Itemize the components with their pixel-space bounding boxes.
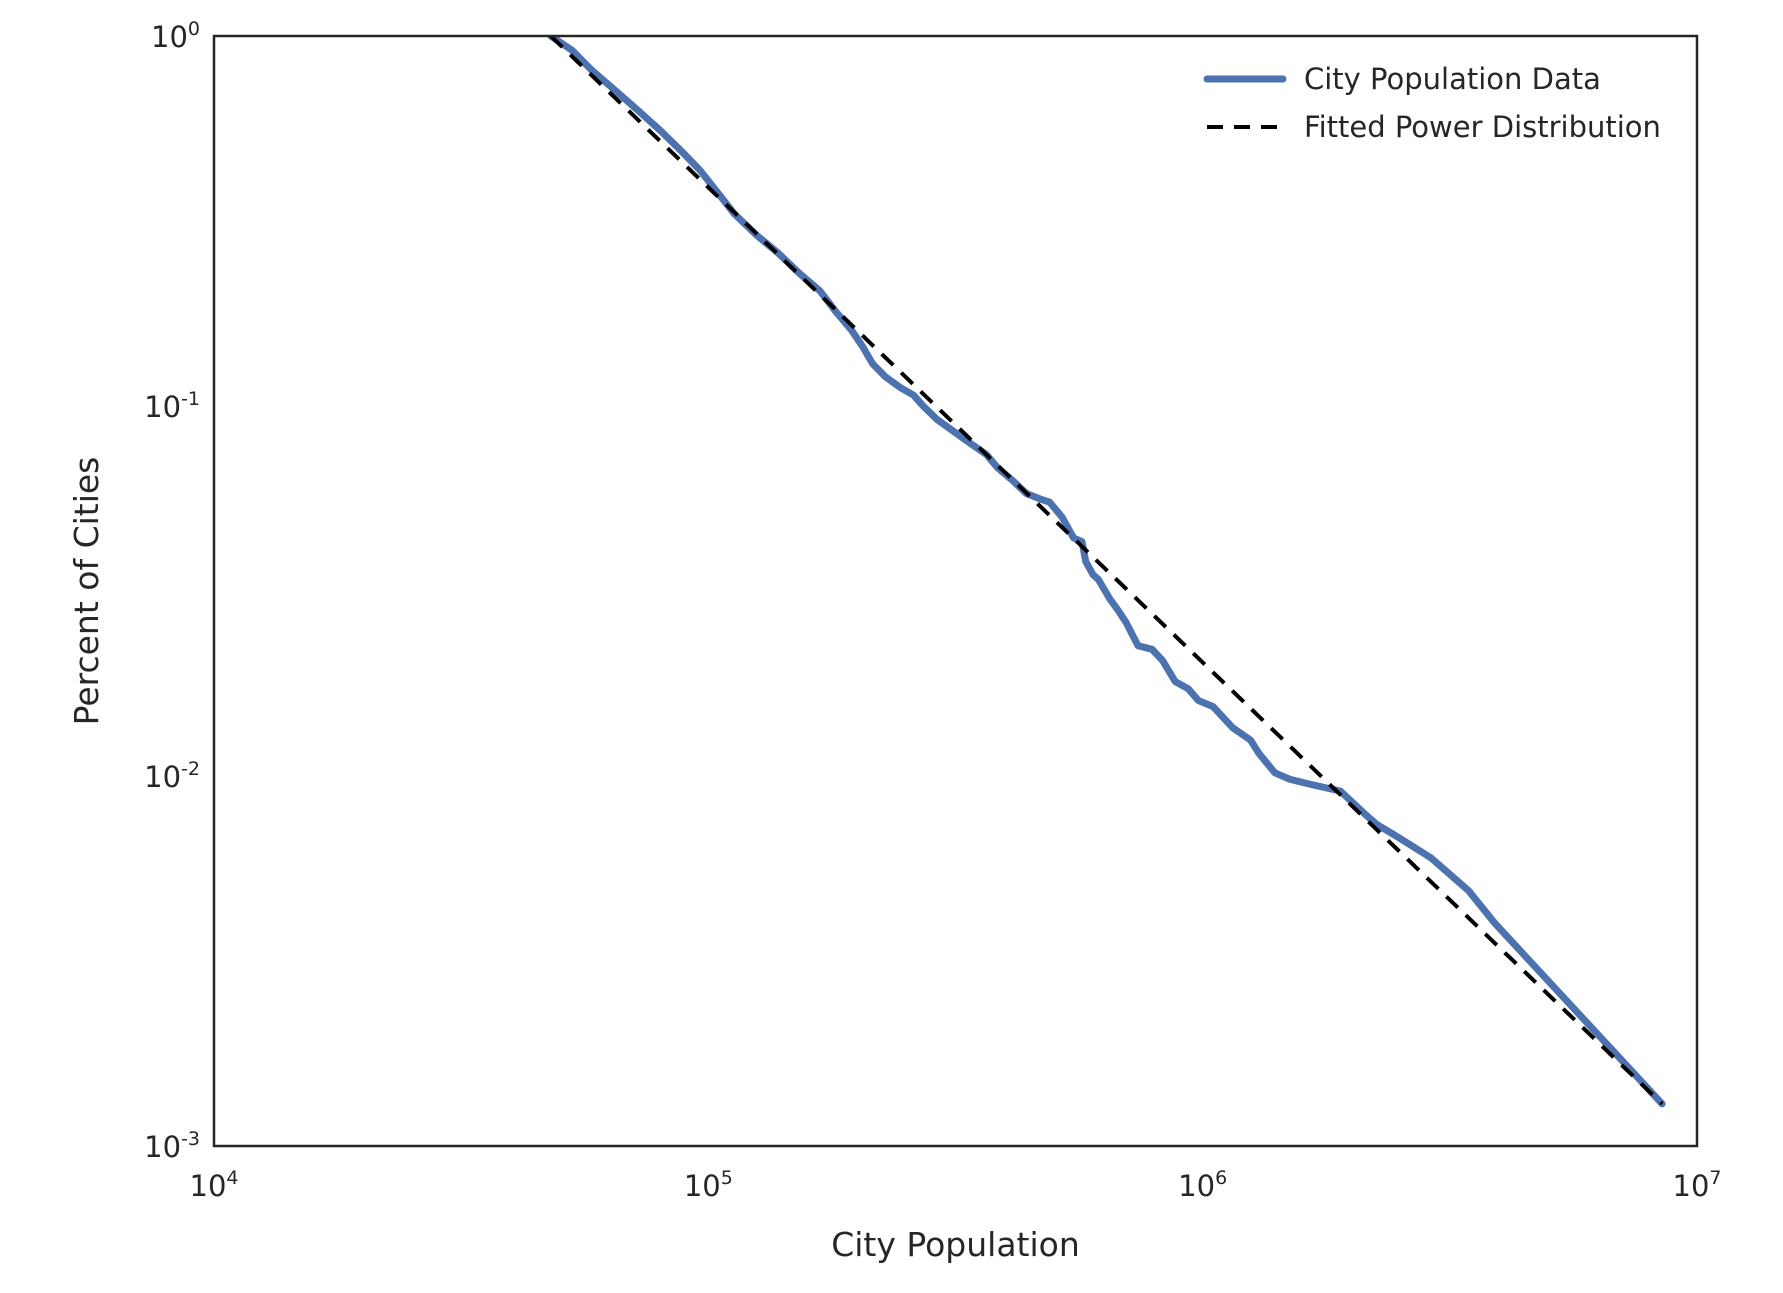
legend-label-1: Fitted Power Distribution: [1304, 110, 1661, 144]
y-tick-label: 10-2: [144, 758, 200, 794]
legend-label-0: City Population Data: [1304, 62, 1601, 96]
plot-frame: [212, 34, 1699, 1148]
x-axis-title: City Population: [831, 1225, 1080, 1264]
plot-background: [214, 36, 1697, 1146]
y-tick-label: 100: [151, 18, 200, 54]
y-axis-title: Percent of Cities: [67, 457, 106, 726]
x-tick-label: 104: [190, 1167, 239, 1203]
y-axis-ticks: 100 10-1 10-2 10-3: [144, 18, 200, 1164]
x-tick-label: 105: [684, 1167, 733, 1203]
legend: City Population Data Fitted Power Distrib…: [1203, 62, 1661, 144]
y-tick-label: 10-3: [144, 1128, 200, 1164]
x-tick-label: 107: [1673, 1167, 1722, 1203]
x-axis-ticks: 104 105 106 107: [190, 1167, 1722, 1203]
y-tick-label: 10-1: [144, 388, 200, 424]
series-line-1: [549, 36, 1664, 1106]
x-tick-label: 106: [1178, 1167, 1227, 1203]
series-layer: [547, 36, 1666, 1108]
plot-area: [212, 34, 1699, 1148]
